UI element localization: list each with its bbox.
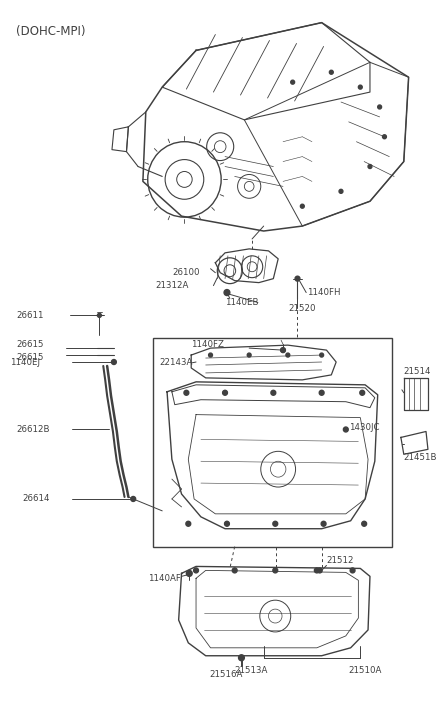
Circle shape bbox=[317, 568, 322, 573]
Circle shape bbox=[209, 353, 212, 357]
Circle shape bbox=[360, 390, 365, 395]
Circle shape bbox=[368, 164, 372, 169]
Circle shape bbox=[184, 390, 189, 395]
Circle shape bbox=[295, 276, 300, 281]
Text: 1140EB: 1140EB bbox=[225, 298, 259, 307]
Circle shape bbox=[339, 189, 343, 193]
Text: 21513A: 21513A bbox=[235, 666, 268, 675]
Circle shape bbox=[350, 568, 355, 573]
Circle shape bbox=[378, 105, 382, 109]
Text: 21516A: 21516A bbox=[210, 670, 243, 678]
Text: 26611: 26611 bbox=[17, 311, 44, 320]
Circle shape bbox=[281, 348, 285, 352]
Text: 26612B: 26612B bbox=[17, 425, 50, 434]
Text: (DOHC-MPI): (DOHC-MPI) bbox=[17, 25, 86, 38]
Circle shape bbox=[224, 289, 230, 295]
Circle shape bbox=[319, 390, 324, 395]
Circle shape bbox=[362, 521, 367, 526]
Circle shape bbox=[224, 521, 229, 526]
Text: 26615: 26615 bbox=[17, 340, 44, 349]
Circle shape bbox=[320, 353, 324, 357]
Text: 21520: 21520 bbox=[289, 304, 316, 313]
Circle shape bbox=[314, 568, 319, 573]
Circle shape bbox=[247, 353, 251, 357]
Text: 22143A: 22143A bbox=[159, 358, 193, 366]
Circle shape bbox=[383, 134, 386, 139]
Circle shape bbox=[330, 71, 333, 74]
Circle shape bbox=[112, 360, 116, 364]
Circle shape bbox=[239, 655, 244, 661]
Circle shape bbox=[271, 390, 276, 395]
Circle shape bbox=[232, 568, 237, 573]
Circle shape bbox=[194, 568, 198, 573]
Circle shape bbox=[359, 85, 362, 89]
Text: 1140FH: 1140FH bbox=[307, 288, 341, 297]
Circle shape bbox=[98, 313, 101, 318]
Circle shape bbox=[291, 80, 295, 84]
Circle shape bbox=[273, 521, 278, 526]
Bar bbox=[153, 338, 392, 547]
Text: 21510A: 21510A bbox=[349, 666, 382, 675]
Circle shape bbox=[186, 571, 192, 577]
Text: 21312A: 21312A bbox=[156, 281, 189, 290]
Circle shape bbox=[321, 521, 326, 526]
Text: 1140FZ: 1140FZ bbox=[191, 340, 224, 349]
Circle shape bbox=[273, 568, 278, 573]
Text: 21451B: 21451B bbox=[404, 453, 437, 462]
Circle shape bbox=[281, 348, 285, 353]
Text: 1140AF: 1140AF bbox=[148, 574, 181, 583]
Text: 26615: 26615 bbox=[17, 353, 44, 361]
Text: 1140EJ: 1140EJ bbox=[11, 358, 41, 366]
Text: 21514: 21514 bbox=[404, 367, 431, 377]
Text: 26100: 26100 bbox=[172, 268, 199, 277]
Circle shape bbox=[343, 427, 348, 432]
Circle shape bbox=[301, 204, 304, 208]
Circle shape bbox=[186, 521, 191, 526]
Circle shape bbox=[223, 390, 227, 395]
Circle shape bbox=[286, 353, 290, 357]
Text: 21512: 21512 bbox=[326, 556, 354, 565]
Text: 1430JC: 1430JC bbox=[349, 423, 379, 432]
Text: 26614: 26614 bbox=[22, 494, 50, 504]
Circle shape bbox=[131, 497, 136, 502]
